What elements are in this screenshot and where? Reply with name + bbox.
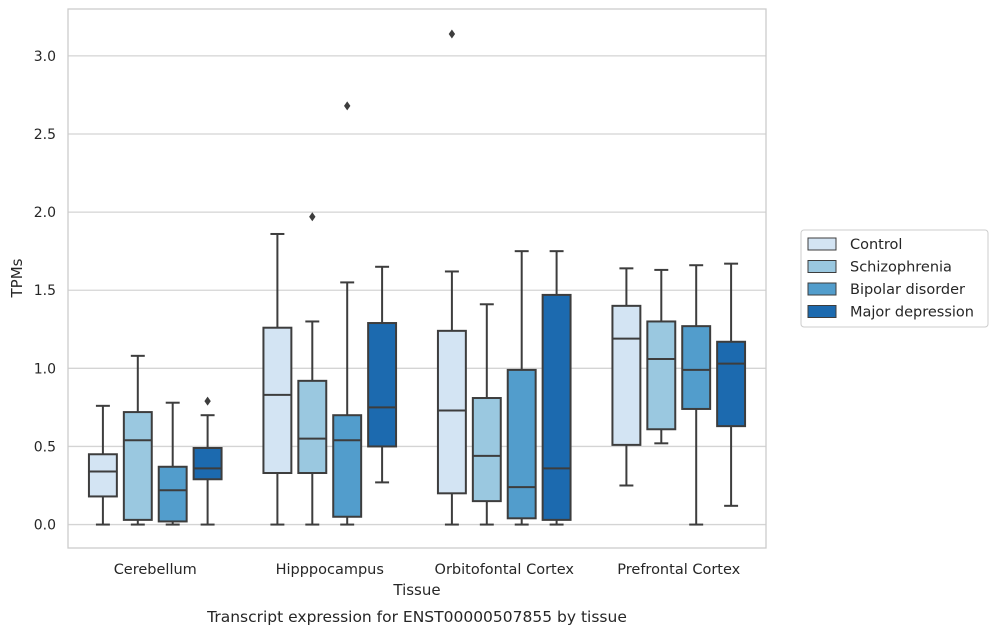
y-tick-label: 0.0 (34, 518, 56, 534)
box (436, 329, 467, 495)
x-tick-labels: Cerebellum Hipppocampus Orbitofontal Corte… (114, 562, 741, 578)
box (646, 320, 677, 431)
box (332, 414, 363, 518)
box-group (646, 268, 677, 445)
box (681, 325, 712, 410)
box (192, 447, 223, 481)
legend-swatch (807, 282, 837, 296)
box-group (541, 250, 572, 526)
y-tick-label: 2.0 (34, 205, 56, 221)
x-tick-label: Cerebellum (114, 562, 197, 578)
box (297, 379, 328, 475)
box (157, 465, 188, 523)
box (471, 397, 502, 503)
box-group (192, 396, 223, 526)
box-group (436, 29, 467, 526)
box-group (297, 212, 328, 526)
legend-label: Control (850, 237, 902, 253)
y-tick-label: 2.5 (34, 127, 56, 143)
y-tick-label: 0.5 (34, 439, 56, 455)
box-group (716, 262, 747, 507)
x-axis-label: Tissue (392, 581, 440, 599)
grid-lines (68, 55, 766, 526)
y-tick-label: 1.0 (34, 361, 56, 377)
box-group (506, 250, 537, 526)
chart-title: Transcript expression for ENST0000050785… (206, 608, 627, 626)
box (87, 453, 118, 498)
legend-label: Schizophrenia (850, 260, 952, 276)
y-tick-labels: 0.0 0.5 1.0 1.5 2.0 2.5 3.0 (34, 49, 56, 534)
box-group (87, 404, 118, 526)
box-group (471, 303, 502, 526)
legend-label: Major depression (850, 305, 974, 321)
legend-label: Bipolar disorder (850, 282, 965, 298)
y-axis-label: TPMs (8, 258, 26, 298)
legend-swatch (807, 237, 837, 251)
box-group (611, 267, 642, 487)
box (716, 340, 747, 428)
legend: Control Schizophrenia Bipolar disorder Majo… (800, 229, 989, 328)
box (367, 322, 398, 448)
y-tick-label: 3.0 (34, 49, 56, 65)
box (262, 326, 293, 475)
box (611, 304, 642, 446)
box-group (681, 264, 712, 526)
flier-point (344, 101, 351, 111)
x-tick-label: Prefrontal Cortex (617, 562, 740, 578)
x-tick-label: Hipppocampus (276, 562, 384, 578)
box-group (367, 265, 398, 484)
flier-point (448, 29, 456, 39)
legend-items: Control Schizophrenia Bipolar disorder Majo… (807, 237, 974, 321)
box-group (157, 401, 188, 526)
box-group (332, 101, 363, 526)
box-group (122, 354, 153, 526)
y-tick-label: 1.5 (34, 283, 56, 299)
box-group (262, 232, 293, 526)
legend-frame (800, 229, 989, 328)
boxes (87, 29, 747, 526)
x-tick-label: Orbitofontal Cortex (435, 562, 575, 578)
legend-swatch (807, 305, 837, 318)
plot-frame (67, 8, 767, 549)
box (506, 368, 537, 520)
flier-point (309, 212, 316, 222)
box (122, 411, 153, 521)
box (541, 293, 572, 521)
flier-point (204, 396, 211, 406)
legend-swatch (807, 260, 837, 273)
